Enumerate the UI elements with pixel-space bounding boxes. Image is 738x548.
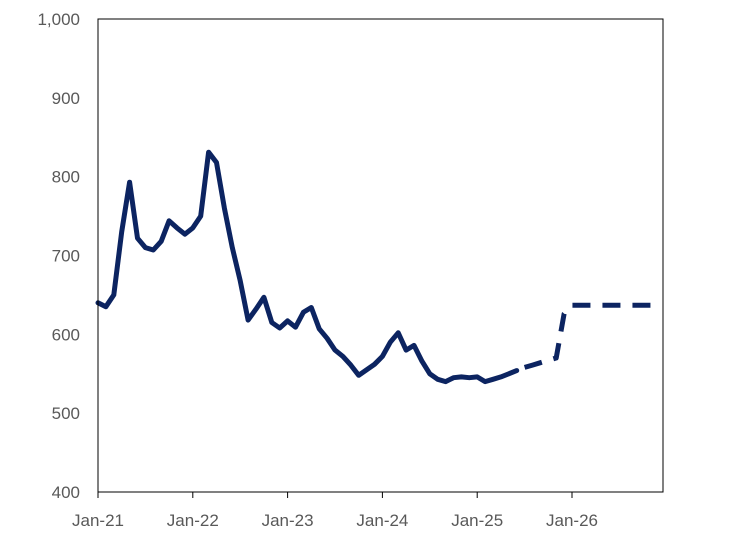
x-tick-label: Jan-23 xyxy=(262,511,314,530)
x-tick-label: Jan-21 xyxy=(72,511,124,530)
y-tick-label: 900 xyxy=(52,89,80,108)
x-ticks xyxy=(97,492,573,498)
y-tick-label: 800 xyxy=(52,168,80,187)
forecast-series-line xyxy=(523,302,651,370)
x-tick-label: Jan-24 xyxy=(356,511,408,530)
y-tick-label: 400 xyxy=(52,483,80,502)
y-tick-label: 700 xyxy=(52,247,80,266)
y-tick-labels: 400 500 600 700 800 900 1,000 xyxy=(37,10,80,502)
series-layer xyxy=(95,149,651,385)
x-tick-label: Jan-26 xyxy=(546,511,598,530)
y-tick-label: 1,000 xyxy=(37,10,80,29)
x-tick-label: Jan-25 xyxy=(451,511,503,530)
y-tick-label: 500 xyxy=(52,404,80,423)
x-tick-labels: Jan-21 Jan-22 Jan-23 Jan-24 Jan-25 Jan-26 xyxy=(72,511,598,530)
y-tick-label: 600 xyxy=(52,325,80,344)
actual-series-line xyxy=(95,149,520,385)
x-tick-label: Jan-22 xyxy=(167,511,219,530)
plot-area-frame xyxy=(97,18,664,493)
